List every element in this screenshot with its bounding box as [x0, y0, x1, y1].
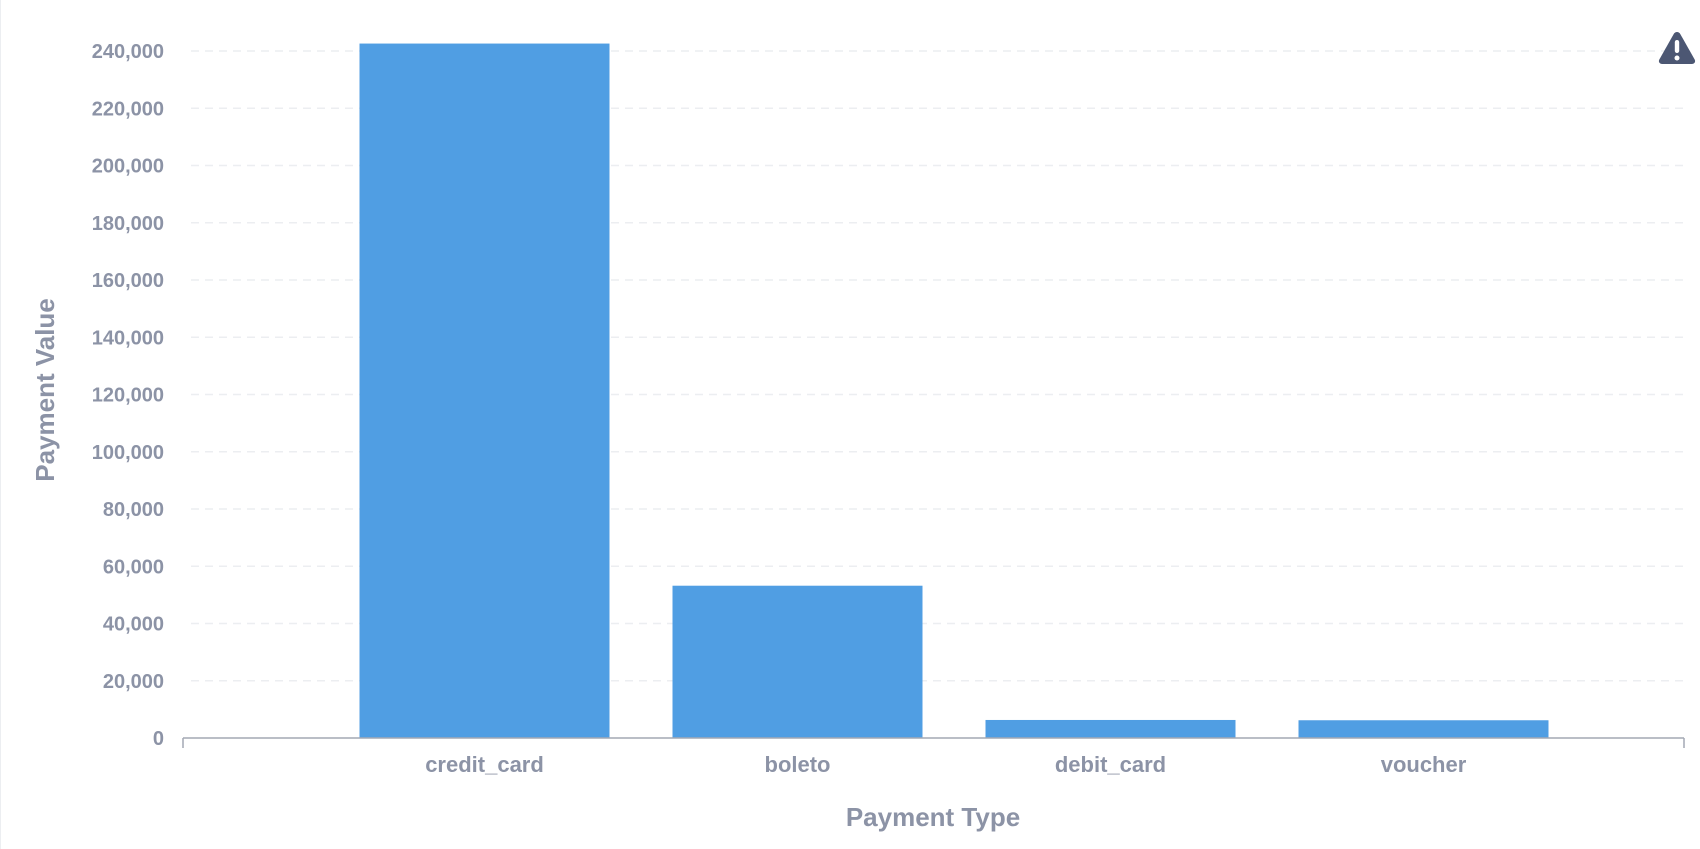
y-tick-label: 120,000 [92, 385, 164, 407]
y-tick-label: 200,000 [92, 156, 164, 178]
gridlines [191, 50, 1684, 682]
x-axis-ticks: credit_card boleto debit_card voucher [425, 752, 1467, 777]
y-tick-label: 160,000 [92, 270, 164, 292]
x-tick-label: credit_card [425, 752, 544, 777]
y-tick-label: 40,000 [103, 614, 164, 636]
y-tick-label: 20,000 [103, 671, 164, 693]
y-tick-label: 140,000 [92, 327, 164, 349]
warning-triangle-icon[interactable] [1657, 30, 1697, 66]
x-axis-title: Payment Type [846, 802, 1020, 832]
bar-voucher[interactable] [1298, 720, 1549, 738]
y-tick-label: 60,000 [103, 556, 164, 578]
y-tick-label: 240,000 [92, 41, 164, 63]
y-tick-label: 0 [153, 728, 164, 750]
y-tick-label: 100,000 [92, 442, 164, 464]
x-tick-label: debit_card [1055, 752, 1166, 777]
bars [359, 43, 1549, 739]
x-tick-label: voucher [1381, 752, 1467, 777]
y-tick-label: 80,000 [103, 499, 164, 521]
bar-boleto[interactable] [672, 585, 923, 738]
y-axis-ticks: 0 20,000 40,000 60,000 80,000 100,000 120,000 1… [92, 41, 164, 750]
y-tick-label: 180,000 [92, 213, 164, 235]
y-axis-title: Payment Value [30, 298, 60, 482]
y-tick-label: 220,000 [92, 98, 164, 120]
x-tick-label: boleto [765, 752, 831, 777]
bar-credit-card[interactable] [359, 43, 610, 739]
bar-debit-card[interactable] [985, 719, 1236, 738]
